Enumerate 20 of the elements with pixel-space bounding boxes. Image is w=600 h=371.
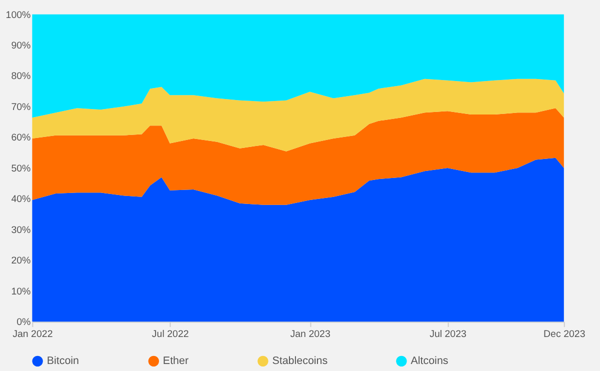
legend-label: Bitcoin [46, 355, 80, 368]
y-tick-label: 30% [11, 224, 32, 236]
x-tick-label: Jul 2022 [152, 328, 189, 340]
y-tick-label: 100% [6, 10, 32, 21]
y-tick-label: 20% [11, 256, 32, 267]
x-tick-label: Jul 2023 [430, 328, 466, 340]
y-tick-label: 10% [11, 286, 32, 298]
y-tick-label: 90% [11, 40, 32, 52]
y-tick-label: 70% [11, 102, 32, 113]
y-tick-label: 50% [11, 163, 32, 174]
legend-label: Ether [162, 355, 189, 368]
y-tick-label: 40% [11, 194, 32, 206]
x-tick-label: Jan 2022 [12, 328, 53, 340]
x-tick-label: Jan 2023 [290, 328, 330, 340]
y-tick-label: 0% [16, 317, 32, 328]
y-tick-label: 80% [11, 71, 32, 82]
y-tick-label: 60% [11, 132, 32, 144]
legend-label: Stablecoins [272, 355, 328, 368]
x-tick-label: Dec 2023 [544, 328, 586, 340]
legend-label: Altcoins [410, 355, 448, 368]
